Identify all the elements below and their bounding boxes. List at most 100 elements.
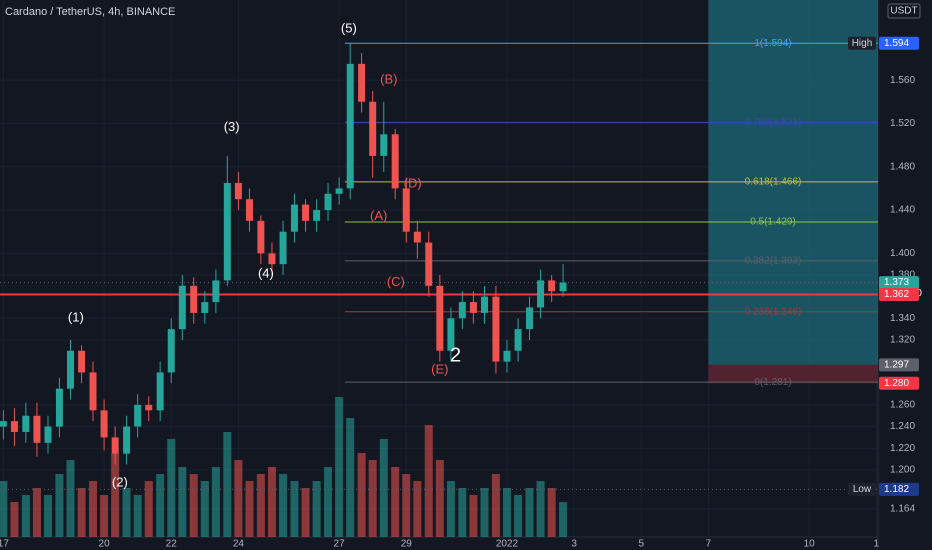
wave-label: (D) <box>404 175 422 190</box>
x-tick-label: 17 <box>0 539 9 550</box>
volume-bar <box>144 481 153 537</box>
x-tick-label: 29 <box>401 539 413 550</box>
candle-body <box>89 372 97 411</box>
volume-bar <box>77 488 86 537</box>
price-tag: High <box>852 38 873 49</box>
x-tick-label: 24 <box>233 539 245 550</box>
candle-body <box>190 285 198 313</box>
candle-body <box>78 350 86 373</box>
candle-body <box>55 388 63 427</box>
candle-body <box>145 404 153 411</box>
volume-bar <box>100 495 109 537</box>
fib-label: 0.5(1.429) <box>750 217 796 228</box>
volume-bar <box>234 460 243 537</box>
x-tick-label: 2022 <box>496 539 519 550</box>
candle-body <box>425 242 433 286</box>
x-tick-label: 3 <box>571 539 577 550</box>
price-tag: Low <box>853 484 872 495</box>
wave-label: (3) <box>224 119 240 134</box>
x-tick-label: 27 <box>334 539 346 550</box>
candle-body <box>358 63 366 102</box>
position-target-zone <box>708 0 878 365</box>
volume-bar <box>133 495 142 537</box>
candle-body <box>223 182 231 281</box>
y-tick-label: 1.240 <box>890 421 915 432</box>
x-tick-label: 5 <box>639 539 645 550</box>
candle-body <box>257 220 265 254</box>
y-tick-label: 1.440 <box>890 205 915 216</box>
volume-bar <box>402 474 411 537</box>
fib-label: 0.786(1.521) <box>745 117 802 128</box>
price-badge <box>879 36 919 50</box>
candle-body <box>100 410 108 438</box>
volume-bar <box>245 481 254 537</box>
y-tick-label: 1.400 <box>890 248 915 259</box>
wave-label: 2 <box>450 344 461 366</box>
candle-body <box>469 302 477 313</box>
price-badge <box>879 287 919 301</box>
x-tick-label: 1 <box>874 539 880 550</box>
price-badge-label: 1.182 <box>884 484 909 495</box>
y-tick-label: 1.380 <box>890 270 915 281</box>
volume-bar <box>10 502 19 537</box>
x-tick-label: 22 <box>166 539 178 550</box>
price-badge-label: 1.594 <box>884 38 909 49</box>
candle-body <box>156 372 164 411</box>
volume-bar <box>89 481 98 537</box>
wave-label: (E) <box>431 362 448 377</box>
price-badge-label: 1.280 <box>884 378 909 389</box>
volume-bar <box>267 467 276 537</box>
candle-body <box>111 437 119 454</box>
fib-label: 1(1.594) <box>754 38 791 49</box>
y-tick-label: 1.220 <box>890 443 915 454</box>
candle-body <box>413 231 421 243</box>
volume-bar <box>480 488 489 537</box>
volume-bar <box>435 460 444 537</box>
candle-body <box>67 350 75 389</box>
volume-bar <box>21 495 30 537</box>
volume-bar <box>122 488 131 537</box>
candle-body <box>167 329 175 373</box>
volume-bar <box>379 439 388 537</box>
position-stop-zone <box>708 364 878 384</box>
candle-body <box>324 193 332 211</box>
wave-label: (B) <box>380 72 397 87</box>
x-tick-label: 7 <box>706 539 712 550</box>
wave-label: (5) <box>341 21 357 36</box>
volume-bar <box>424 425 433 537</box>
candle-body <box>458 302 466 319</box>
candle-body <box>302 204 310 221</box>
volume-bar <box>491 474 500 537</box>
volume-bar <box>44 495 53 537</box>
candle-body <box>335 188 343 194</box>
y-tick-label: 1.320 <box>890 335 915 346</box>
volume-bar <box>547 488 556 537</box>
candle-body <box>245 199 253 221</box>
candle-body <box>525 307 533 330</box>
price-badge-label: 1.373 <box>884 277 909 288</box>
x-tick-label: 20 <box>99 539 111 550</box>
chart-title: Cardano / TetherUS, 4h, BINANCE <box>5 6 175 18</box>
candle-body <box>537 280 545 308</box>
volume-bar <box>525 488 534 537</box>
volume-bar <box>335 397 344 537</box>
fib-label: 0.236(1.346) <box>745 306 802 317</box>
candle-body <box>503 350 511 362</box>
wave-label: (2) <box>112 474 128 489</box>
price-badge <box>879 482 919 496</box>
volume-bar <box>55 474 64 537</box>
volume-bar <box>167 439 176 537</box>
volume-bar <box>559 502 568 537</box>
volume-bar <box>357 453 366 537</box>
volume-bar <box>301 488 310 537</box>
volume-bar <box>346 418 355 537</box>
volume-bar <box>256 474 265 537</box>
candle-body <box>402 188 410 232</box>
candle-body <box>212 280 220 303</box>
candle-body <box>492 296 500 362</box>
candle-body <box>201 302 209 313</box>
currency-label: USDT <box>890 6 917 17</box>
volume-bar <box>211 467 220 537</box>
volume-bar <box>469 495 478 537</box>
